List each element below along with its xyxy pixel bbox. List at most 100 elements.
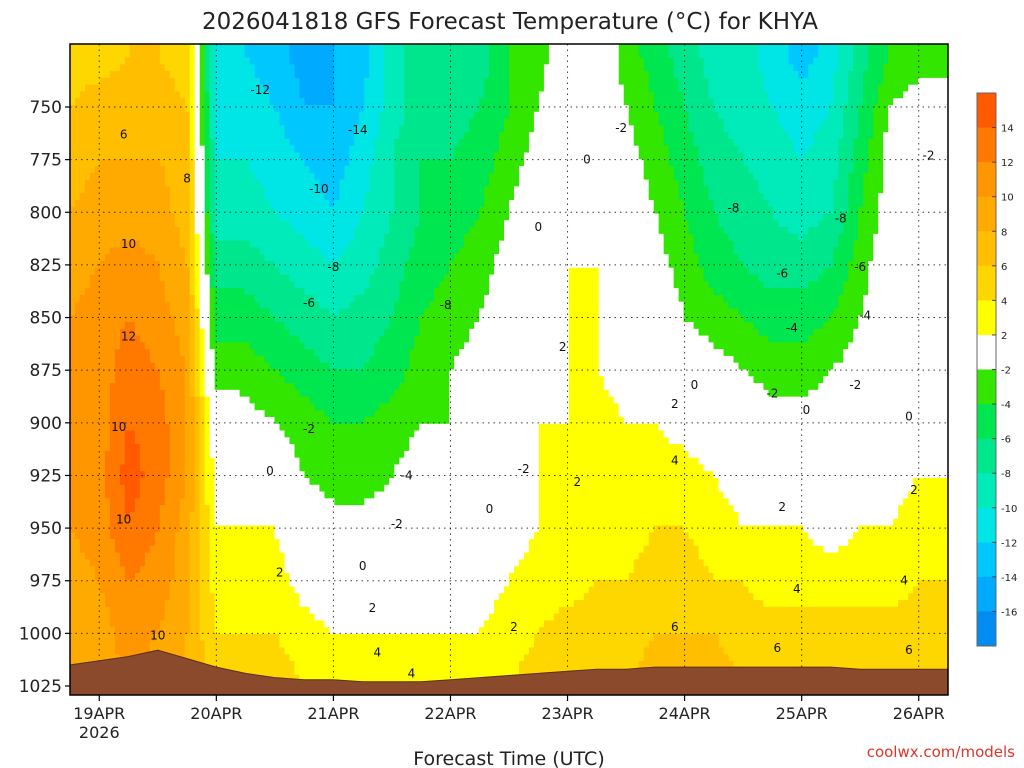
temperature-cell (658, 118, 665, 126)
temperature-cell (768, 199, 774, 208)
temperature-cell (434, 111, 440, 120)
temperature-cell (74, 152, 81, 160)
temperature-cell (623, 152, 630, 160)
temperature-cell (913, 166, 919, 174)
temperature-cell (304, 206, 311, 215)
temperature-cell (853, 172, 859, 181)
temperature-cell (613, 220, 620, 228)
temperature-cell (464, 98, 470, 106)
temperature-cell (194, 50, 201, 59)
temperature-cell (803, 71, 809, 79)
temperature-cell (109, 220, 116, 228)
temperature-cell (394, 105, 400, 113)
temperature-cell (429, 44, 435, 52)
temperature-cell (583, 145, 590, 154)
temperature-cell (573, 57, 580, 65)
temperature-cell (753, 44, 760, 52)
temperature-cell (70, 159, 76, 167)
temperature-cell (923, 166, 929, 174)
temperature-cell (758, 172, 765, 181)
temperature-cell (878, 213, 884, 221)
temperature-cell (608, 138, 615, 147)
temperature-cell (668, 91, 675, 99)
temperature-cell (933, 213, 939, 221)
temperature-cell (419, 159, 425, 167)
temperature-cell (324, 111, 331, 120)
temperature-cell (229, 172, 236, 181)
temperature-cell (788, 91, 794, 99)
temperature-cell (434, 172, 440, 181)
temperature-cell (808, 125, 814, 133)
temperature-cell (823, 91, 829, 99)
temperature-cell (469, 145, 475, 154)
temperature-cell (354, 132, 360, 140)
temperature-cell (234, 193, 241, 201)
temperature-cell (518, 71, 525, 79)
temperature-cell (274, 105, 281, 113)
temperature-cell (683, 125, 690, 133)
temperature-cell (379, 111, 385, 120)
temperature-cell (264, 193, 271, 201)
temperature-cell (384, 220, 390, 228)
temperature-cell (613, 57, 620, 65)
temperature-cell (459, 98, 465, 106)
temperature-cell (758, 71, 765, 79)
temperature-cell (70, 186, 76, 194)
temperature-cell (893, 193, 899, 201)
temperature-cell (389, 138, 395, 147)
temperature-cell (394, 172, 400, 181)
temperature-cell (598, 98, 605, 106)
temperature-cell (319, 50, 326, 59)
temperature-cell (89, 118, 96, 126)
temperature-cell (838, 186, 844, 194)
temperature-cell (474, 44, 480, 52)
temperature-cell (124, 193, 131, 201)
temperature-cell (763, 186, 770, 194)
temperature-cell (254, 159, 261, 167)
temperature-cell (299, 64, 306, 72)
temperature-cell (628, 105, 635, 113)
temperature-cell (304, 57, 311, 65)
temperature-cell (309, 172, 316, 181)
temperature-cell (783, 111, 789, 120)
temperature-cell (683, 77, 690, 86)
temperature-cell (708, 64, 715, 72)
temperature-cell (144, 64, 151, 72)
temperature-cell (643, 64, 650, 72)
temperature-cell (229, 125, 236, 133)
temperature-cell (838, 145, 844, 154)
temperature-cell (129, 220, 136, 228)
temperature-cell (70, 152, 76, 160)
temperature-cell (504, 166, 510, 174)
temperature-cell (628, 138, 635, 147)
temperature-cell (379, 227, 385, 235)
temperature-cell (903, 84, 909, 93)
temperature-cell (179, 57, 186, 65)
temperature-cell (798, 57, 804, 65)
temperature-cell (109, 179, 116, 188)
temperature-cell (199, 105, 206, 113)
temperature-cell (813, 132, 819, 140)
temperature-cell (154, 166, 161, 174)
temperature-cell (678, 71, 685, 79)
temperature-cell (504, 44, 510, 52)
temperature-cell (314, 98, 321, 106)
temperature-cell (913, 159, 919, 167)
temperature-cell (548, 145, 555, 154)
temperature-cell (374, 213, 380, 221)
temperature-cell (429, 105, 435, 113)
temperature-cell (873, 179, 879, 188)
temperature-cell (693, 44, 700, 52)
temperature-cell (783, 44, 789, 52)
temperature-cell (883, 145, 889, 154)
temperature-cell (264, 64, 271, 72)
temperature-cell (758, 206, 765, 215)
temperature-cell (239, 220, 246, 228)
temperature-cell (399, 111, 405, 120)
temperature-cell (189, 111, 196, 120)
temperature-cell (628, 145, 635, 154)
temperature-cell (773, 77, 779, 86)
temperature-cell (723, 44, 730, 52)
temperature-cell (419, 193, 425, 201)
temperature-cell (479, 193, 485, 201)
